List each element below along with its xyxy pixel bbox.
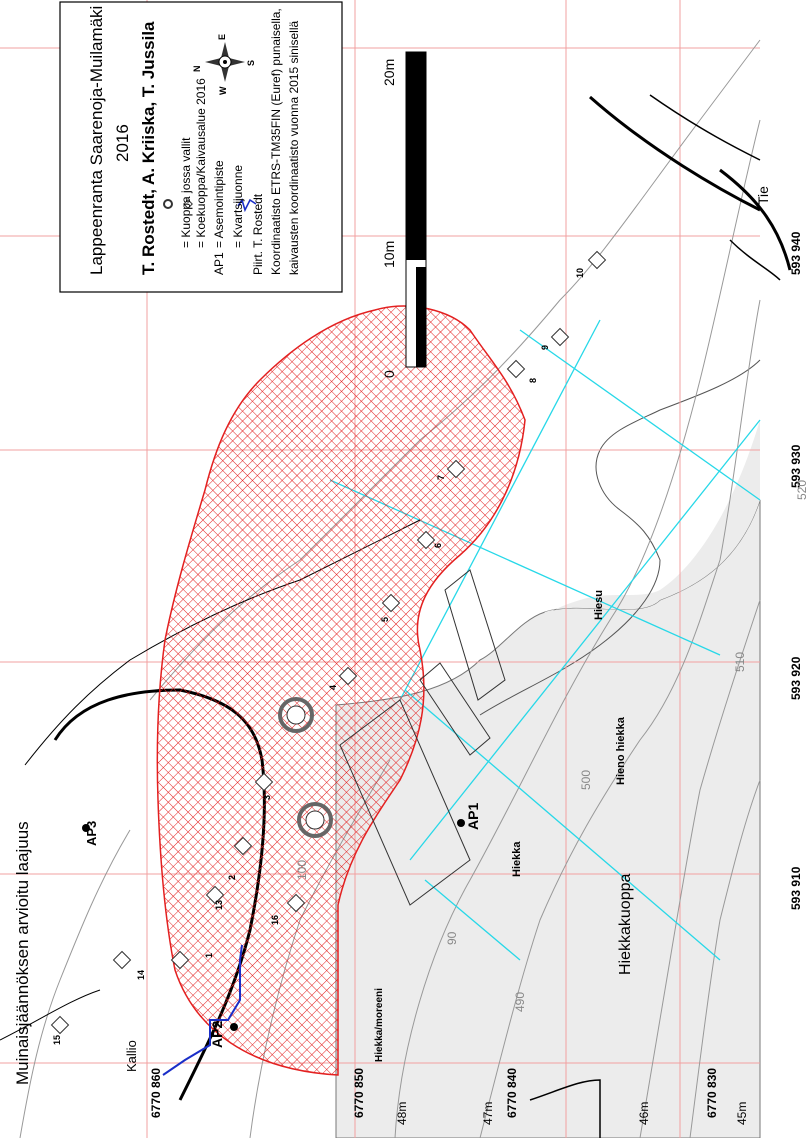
pit-6: 6 — [433, 543, 443, 548]
pit-5: 5 — [380, 617, 390, 622]
legend-item-3: = Asemointipiste — [212, 160, 226, 248]
legend-quartz-vein-icon — [237, 198, 257, 213]
legend-item-1: = Kuoppa jossa vallit — [179, 137, 193, 248]
place-hiekka-moreeni: Hiekka/moreeni — [374, 988, 385, 1062]
place-tie: Tie — [755, 186, 771, 205]
pit-16: 16 — [270, 915, 280, 925]
legend-year: 2016 — [113, 124, 132, 162]
pit-2: 2 — [227, 875, 237, 880]
legend-ap-symbol: AP1 — [212, 252, 226, 275]
elevation-labels: 48m 47m 46m 45m — [395, 1102, 749, 1125]
sand-pit-bay — [510, 420, 760, 660]
map-title: Muinaisjäännöksen arvioitu laajuus — [13, 821, 32, 1085]
compass-icon — [205, 42, 245, 82]
contour-90: 90 — [445, 931, 459, 945]
place-hiekka: Hiekka — [511, 841, 523, 877]
elevation-45: 45m — [735, 1102, 749, 1125]
pit-3: 3 — [262, 795, 272, 800]
pit-14: 14 — [136, 970, 146, 980]
place-hiekkakuoppa: Hiekkakuoppa — [617, 874, 634, 976]
place-labels: Kallio Hiekka/moreeni Hiekkakuoppa Hiekk… — [124, 186, 771, 1072]
grid-coord-labels: 6770 860 6770 850 6770 840 6770 830 593 … — [149, 231, 803, 1118]
pit-15: 15 — [52, 1035, 62, 1045]
place-kallio: Kallio — [124, 1040, 139, 1072]
contour-100: 100 — [295, 860, 309, 880]
pit-13: 13 — [214, 900, 224, 910]
coord-y-3: 593 930 — [789, 444, 803, 488]
pit-9: 9 — [540, 345, 550, 350]
pit-with-ramparts-symbols — [278, 697, 333, 838]
title: Muinaisjäännöksen arvioitu laajuus — [13, 821, 32, 1085]
point-ap1: AP1 — [465, 803, 481, 830]
place-hiesu: Hiesu — [593, 590, 605, 620]
point-labels: AP1 AP2 AP3 — [84, 803, 481, 1048]
legend-symbols — [163, 198, 257, 213]
legend-drawn-by: Piirt. T. Rostedt — [251, 193, 265, 275]
quartz-vein — [162, 944, 243, 1076]
pit-1: 1 — [204, 953, 214, 958]
coord-y-2: 593 920 — [789, 656, 803, 700]
scale-label-10: 10m — [381, 241, 397, 268]
contour-490: 490 — [513, 992, 527, 1012]
compass-n: N — [192, 66, 202, 73]
contour-520: 520 — [795, 480, 809, 500]
scale-labels: 0 10m 20m — [381, 59, 397, 378]
compass-s: S — [246, 60, 256, 66]
point-ap2: AP2 — [209, 1021, 225, 1048]
pit-8: 8 — [528, 378, 538, 383]
coord-y-4: 593 940 — [789, 231, 803, 275]
elevation-48: 48m — [395, 1102, 409, 1125]
elevation-46: 46m — [637, 1102, 651, 1125]
pit-number-labels: 1 2 3 4 5 6 7 8 9 10 13 14 15 16 — [52, 268, 585, 1045]
legend-item-4: = Kvartsijuonne — [231, 165, 245, 248]
legend-pit-ramparts-icon — [163, 199, 173, 209]
legend-authors: T. Rostedt, A. Kriiska, T. Jussila — [139, 21, 158, 275]
contour-500: 500 — [579, 770, 593, 790]
pit-10: 10 — [575, 268, 585, 278]
coord-x-1: 6770 860 — [149, 1068, 163, 1118]
legend-text: Lappeenranta Saarenoja-Muilamäki 2016 T.… — [87, 6, 301, 275]
scale-label-0: 0 — [381, 370, 397, 378]
legend-test-pit-icon — [183, 199, 193, 209]
scale-label-20: 20m — [381, 59, 397, 86]
coord-x-3: 6770 840 — [505, 1068, 519, 1118]
test-pit-markers — [50, 250, 607, 1035]
positioning-points — [82, 819, 465, 1031]
scale-bar — [405, 51, 427, 368]
legend-coord-note-2: kaivausten koordinaatisto vuonna 2015 si… — [287, 21, 301, 275]
coord-x-4: 6770 830 — [705, 1068, 719, 1118]
compass-e: E — [217, 34, 227, 40]
compass-w: W — [218, 86, 228, 95]
excavation-trenches — [339, 569, 506, 906]
contour-510: 510 — [733, 652, 747, 672]
legend-coord-note-1: Koordinaatisto ETRS-TM35FIN (Euref) puna… — [269, 8, 283, 275]
coord-x-2: 6770 850 — [352, 1068, 366, 1118]
elevation-47: 47m — [481, 1102, 495, 1125]
estimated-extent-area — [156, 305, 526, 1076]
road-lines — [0, 94, 792, 1138]
place-hieno-hiekka: Hieno hiekka — [615, 716, 627, 785]
point-ap3: AP3 — [84, 821, 99, 846]
pit-4: 4 — [328, 685, 338, 690]
legend-item-2: = Koekuoppa/Kaivausalue 2016 — [194, 78, 208, 248]
pit-7: 7 — [436, 475, 446, 480]
contour-value-labels: 100 90 500 490 510 520 — [295, 480, 809, 1012]
legend-box — [59, 1, 343, 293]
coord-y-1: 593 910 — [789, 866, 803, 910]
legend-heading: Lappeenranta Saarenoja-Muilamäki — [87, 6, 106, 275]
